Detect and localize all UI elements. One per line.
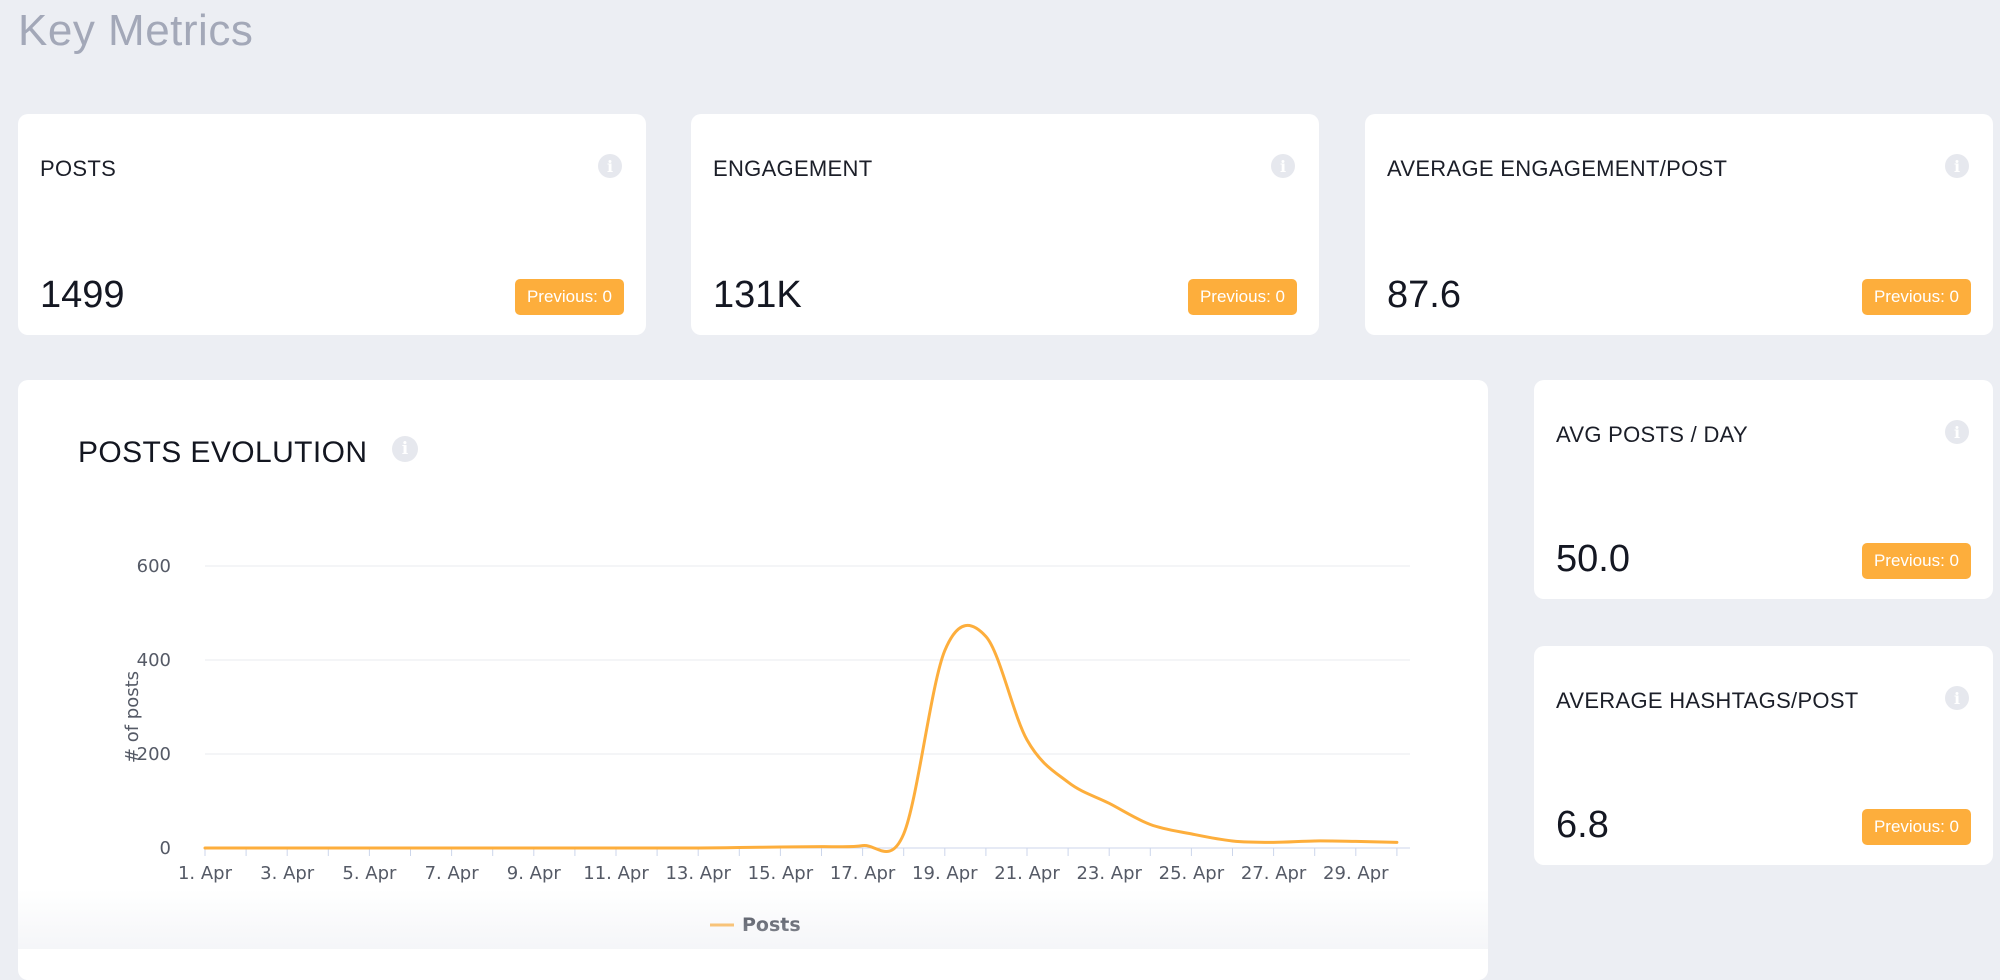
card-value: 50.0 <box>1556 538 1630 580</box>
previous-badge: Previous: 0 <box>1861 279 1971 315</box>
previous-badge: Previous: 0 <box>1861 543 1971 579</box>
x-tick-label: 13. Apr <box>665 863 731 884</box>
avg-posts-per-day-card: AVG POSTS / DAY i 50.0 Previous: 0 <box>1534 380 1993 599</box>
card-title: AVERAGE HASHTAGS/POST <box>1556 688 1859 713</box>
card-value: 131K <box>713 274 802 316</box>
y-tick-label: 600 <box>137 556 171 577</box>
x-tick-label: 19. Apr <box>912 863 978 884</box>
x-tick-label: 9. Apr <box>507 863 562 884</box>
info-icon[interactable]: i <box>598 154 622 178</box>
y-tick-label: 0 <box>160 838 171 859</box>
x-tick-label: 7. Apr <box>425 863 480 884</box>
average-hashtags-card: AVERAGE HASHTAGS/POST i 6.8 Previous: 0 <box>1534 646 1993 865</box>
previous-badge: Previous: 0 <box>1187 279 1297 315</box>
previous-badge: Previous: 0 <box>514 279 624 315</box>
previous-badge: Previous: 0 <box>1861 809 1971 845</box>
legend-label: Posts <box>742 914 801 936</box>
x-tick-label: 3. Apr <box>260 863 315 884</box>
x-tick-label: 29. Apr <box>1323 863 1389 884</box>
x-tick-label: 17. Apr <box>830 863 896 884</box>
page-title: Key Metrics <box>18 6 254 55</box>
x-tick-label: 25. Apr <box>1159 863 1225 884</box>
card-value: 1499 <box>40 274 125 316</box>
x-tick-label: 11. Apr <box>583 863 649 884</box>
x-tick-label: 15. Apr <box>748 863 814 884</box>
posts-evolution-card: POSTS EVOLUTION i 0 200 400 600 # of posts 1.… <box>18 380 1488 980</box>
info-icon[interactable]: i <box>1945 686 1969 710</box>
posts-evolution-chart: 0 200 400 600 # of posts 1. Apr 3. Apr 5. Apr 7.… <box>122 556 1410 936</box>
x-tick-label: 21. Apr <box>994 863 1060 884</box>
chart-title: POSTS EVOLUTION <box>78 436 368 469</box>
card-value: 87.6 <box>1387 274 1461 316</box>
info-icon[interactable]: i <box>1945 420 1969 444</box>
info-icon[interactable]: i <box>1271 154 1295 178</box>
card-title: AVERAGE ENGAGEMENT/POST <box>1387 156 1728 181</box>
x-tick-label: 27. Apr <box>1241 863 1307 884</box>
x-tick-label: 5. Apr <box>342 863 397 884</box>
y-tick-label: 200 <box>137 744 171 765</box>
card-value: 6.8 <box>1556 804 1609 846</box>
series-line-posts <box>203 623 1399 853</box>
engagement-card: ENGAGEMENT i 131K Previous: 0 <box>691 114 1319 335</box>
x-tick-label: 1. Apr <box>178 863 233 884</box>
info-icon[interactable]: i <box>1945 154 1969 178</box>
card-title: AVG POSTS / DAY <box>1556 422 1748 447</box>
average-engagement-card: AVERAGE ENGAGEMENT/POST i 87.6 Previous:… <box>1365 114 1993 335</box>
x-tick-label: 23. Apr <box>1076 863 1142 884</box>
posts-card: POSTS i 1499 Previous: 0 <box>18 114 646 335</box>
info-icon[interactable]: i <box>392 436 418 462</box>
card-title: POSTS <box>40 156 117 181</box>
y-tick-label: 400 <box>137 650 171 671</box>
card-title: ENGAGEMENT <box>713 156 873 181</box>
y-axis-label: # of posts <box>122 671 143 763</box>
